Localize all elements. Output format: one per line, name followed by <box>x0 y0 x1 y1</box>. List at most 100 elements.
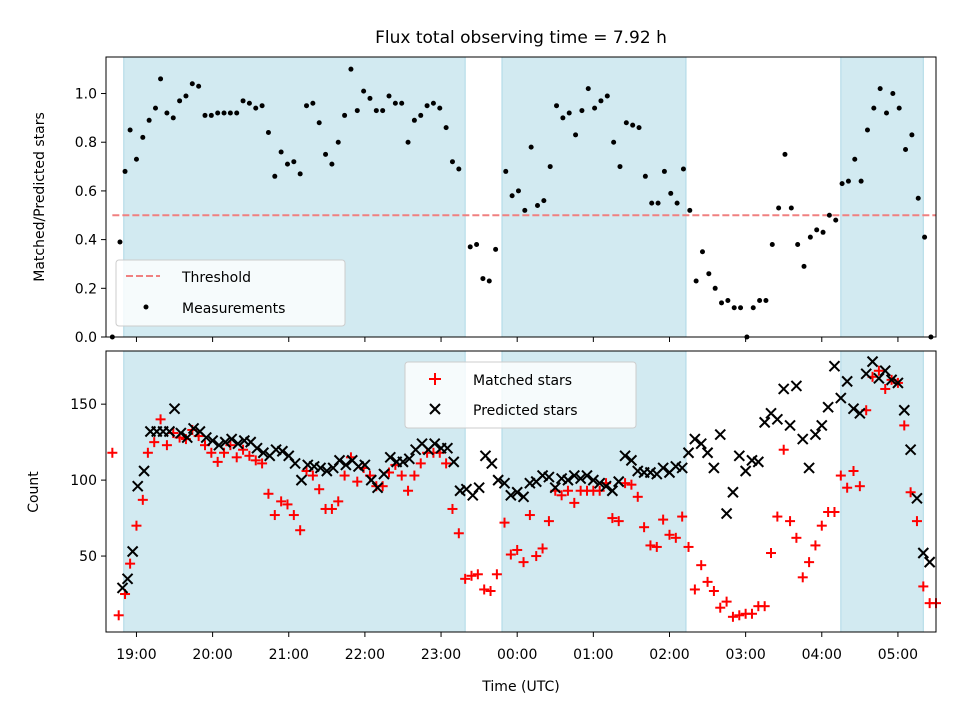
top-plot-frame <box>105 56 937 338</box>
matched-star-point <box>632 491 643 502</box>
measurement-point <box>909 132 915 138</box>
x-tick-label: 01:00 <box>573 647 613 663</box>
measurement-point <box>354 108 360 114</box>
matched-star-point <box>759 601 770 612</box>
matched-star-point <box>810 540 821 551</box>
predicted-star-point <box>904 444 917 456</box>
predicted-star-point <box>175 427 187 439</box>
measurement-point <box>649 200 655 206</box>
predicted-star-point <box>568 469 581 482</box>
measurement-point <box>560 115 566 121</box>
y-tick-label: 100 <box>70 473 97 489</box>
measurement-point <box>411 117 417 123</box>
matched-star-point <box>626 479 637 490</box>
measurement-point <box>642 173 648 179</box>
predicted-star-point <box>701 447 714 459</box>
predicted-star-point <box>898 404 910 416</box>
predicted-star-point <box>777 383 790 395</box>
top-shading-group <box>123 56 924 338</box>
measurement-point <box>122 168 128 174</box>
predicted-star-point <box>543 471 555 483</box>
predicted-star-point <box>923 556 936 568</box>
matched-star-point <box>702 576 713 587</box>
predicted-star-point <box>232 437 244 450</box>
predicted-star-point <box>714 428 726 441</box>
measurement-point <box>259 103 265 109</box>
matched-star-point <box>607 513 618 524</box>
matched-star-point <box>842 482 853 493</box>
matched-star-point <box>746 608 757 619</box>
matched-star-point <box>447 503 458 514</box>
y-tick-label: 50 <box>79 549 97 565</box>
predicted-star-point <box>866 355 879 368</box>
predicted-star-point <box>321 465 333 477</box>
matched-star-point <box>314 484 325 495</box>
measurement-point <box>757 297 763 303</box>
x-tick-label: 20:00 <box>192 647 232 663</box>
matched-star-point <box>696 560 707 571</box>
matched-star-point <box>107 447 118 458</box>
measurement-point <box>234 110 240 116</box>
predicted-star-point <box>225 433 238 445</box>
measurement-point <box>661 168 667 174</box>
matched-star-point <box>460 573 471 584</box>
top-legend: Threshold Measurements <box>115 259 346 327</box>
predicted-star-point <box>587 474 600 486</box>
matched-star-point <box>269 510 280 521</box>
matched-star-point <box>766 548 777 559</box>
measurement-point <box>297 171 303 177</box>
y-tick-label: 0.6 <box>75 184 97 200</box>
predicted-star-point <box>132 480 144 492</box>
predicted-star-point <box>885 374 898 386</box>
measurement-point <box>380 108 386 114</box>
matched-star-point <box>212 456 223 467</box>
matched-star-point <box>491 569 502 580</box>
measurement-point <box>719 300 725 306</box>
matched-star-point <box>556 490 567 501</box>
measurement-point <box>265 129 271 135</box>
measurement-point <box>807 234 813 240</box>
predicted-star-point <box>752 456 765 468</box>
measurement-point <box>922 234 928 240</box>
predicted-star-point <box>822 401 834 413</box>
matched-star-point <box>689 584 700 595</box>
predicted-legend-marker <box>429 403 441 415</box>
measurement-point <box>731 305 737 311</box>
measurement-point <box>776 205 782 211</box>
predicted-star-point <box>116 582 129 594</box>
matched-star-point <box>804 557 815 568</box>
measurement-point <box>585 86 591 92</box>
measurement-point <box>896 105 902 111</box>
measurement-point <box>674 200 680 206</box>
bottom-plot-frame <box>105 350 937 633</box>
measurement-point <box>769 241 775 247</box>
measurement-point <box>386 93 392 99</box>
measurement-point <box>278 149 284 155</box>
measurement-point <box>405 139 411 145</box>
bottom-yticks: 50 100 150 <box>70 397 106 565</box>
measurement-point <box>725 297 731 303</box>
measurement-point <box>687 207 693 213</box>
predicted-star-point <box>219 436 232 448</box>
predicted-star-point <box>187 422 200 435</box>
measurement-point <box>839 181 845 187</box>
measurement-point <box>611 139 617 145</box>
measurement-point <box>712 285 718 291</box>
measurement-point <box>284 161 290 167</box>
predicted-star-point <box>917 547 930 559</box>
measurement-point <box>392 100 398 106</box>
measurement-point <box>699 249 705 255</box>
matched-star-point <box>905 487 916 498</box>
matched-star-point <box>911 516 922 527</box>
predicted-star-point <box>213 439 225 451</box>
predicted-star-point <box>879 365 891 377</box>
matched-star-point <box>326 503 337 514</box>
matched-star-point <box>453 528 464 539</box>
bottom-xlabel: Time (UTC) <box>481 679 559 695</box>
y-tick-label: 150 <box>70 397 97 413</box>
measurement-point <box>177 98 183 104</box>
measurement-point <box>541 198 547 204</box>
matched-star-point <box>562 485 573 496</box>
matched-star-point <box>472 569 483 580</box>
measurement-point <box>693 278 699 284</box>
